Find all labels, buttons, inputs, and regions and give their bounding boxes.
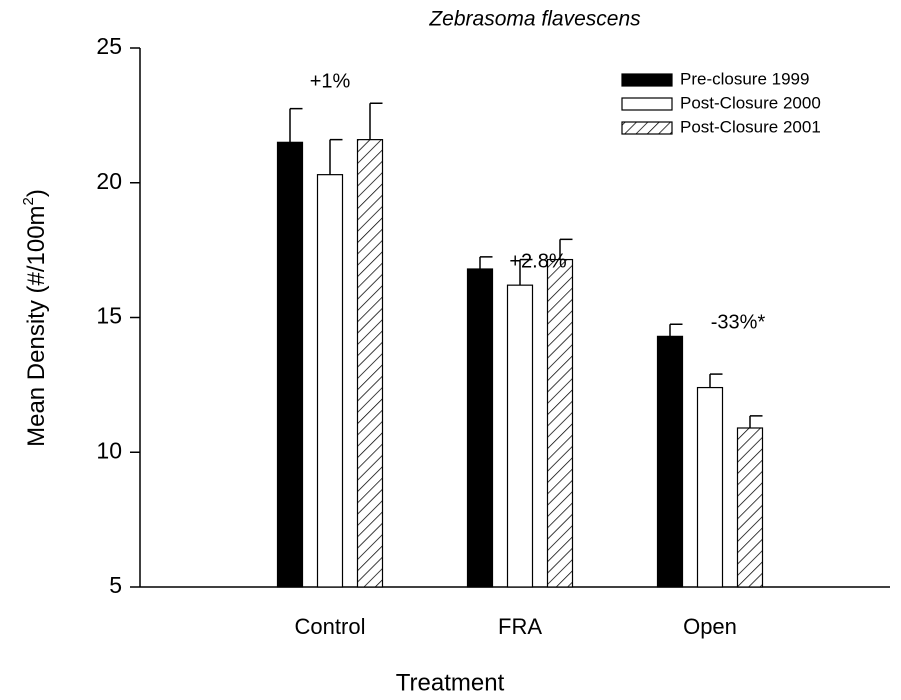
legend-swatch [621, 97, 673, 111]
bar [356, 139, 384, 588]
chart-title: Zebrasoma flavescens [428, 8, 641, 31]
x-axis-label: Treatment [396, 669, 505, 696]
bar [506, 284, 534, 588]
y-tick-label: 5 [109, 572, 122, 598]
y-tick-label: 25 [96, 33, 122, 59]
bar [546, 258, 574, 588]
legend-swatch [621, 121, 673, 135]
bar [466, 268, 494, 588]
x-tick-label: FRA [498, 614, 542, 639]
y-tick-label: 15 [96, 303, 122, 329]
bar [316, 174, 344, 588]
bar [656, 335, 684, 588]
annotation: +1% [310, 70, 351, 92]
legend-swatch [621, 73, 673, 87]
bar [696, 386, 724, 588]
y-tick-label: 20 [96, 168, 122, 194]
legend-label: Pre-closure 1999 [680, 69, 809, 88]
annotation: +2.8% [509, 250, 566, 272]
x-tick-label: Control [295, 614, 366, 639]
annotation: -33%* [711, 311, 766, 333]
y-tick-label: 10 [96, 437, 122, 463]
bar [736, 427, 764, 588]
legend-label: Post-Closure 2001 [680, 117, 821, 136]
x-tick-label: Open [683, 614, 737, 639]
legend-label: Post-Closure 2000 [680, 93, 821, 112]
bar [276, 141, 304, 588]
y-axis-label: Mean Density (#/100m2) [20, 189, 50, 447]
